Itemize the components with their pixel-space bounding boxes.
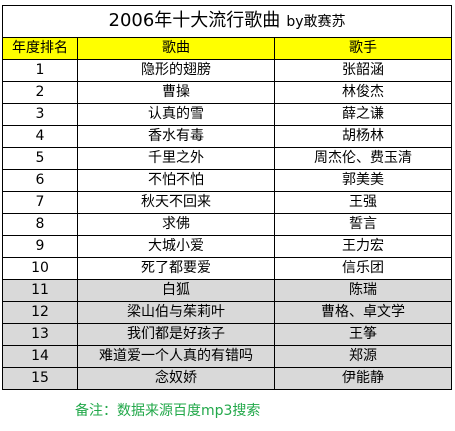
song-cell[interactable]: 白狐 [77, 279, 275, 302]
rank-cell[interactable]: 4 [2, 125, 78, 148]
rank-cell[interactable]: 8 [2, 213, 78, 236]
rank-cell[interactable]: 7 [2, 191, 78, 214]
table-row: 10 死了都要爱 信乐团 [2, 257, 452, 280]
song-cell[interactable]: 认真的雪 [77, 103, 275, 126]
source-note: 备注：数据来源百度mp3搜索 [75, 403, 261, 419]
artist-cell[interactable]: 王力宏 [274, 235, 452, 258]
rank-cell[interactable]: 2 [2, 81, 78, 104]
table-row: 4 香水有毒 胡杨林 [2, 125, 452, 148]
table-row: 2 曹操 林俊杰 [2, 81, 452, 104]
artist-cell[interactable]: 王筝 [274, 323, 452, 346]
table-row: 5 千里之外 周杰伦、费玉清 [2, 147, 452, 170]
header-row: 年度排名 歌曲 歌手 [2, 37, 452, 60]
artist-cell[interactable]: 郭美美 [274, 169, 452, 192]
song-cell[interactable]: 死了都要爱 [77, 257, 275, 280]
table-row: 6 不怕不怕 郭美美 [2, 169, 452, 192]
rank-cell[interactable]: 3 [2, 103, 78, 126]
song-cell[interactable]: 不怕不怕 [77, 169, 275, 192]
header-rank[interactable]: 年度排名 [2, 37, 78, 60]
artist-cell[interactable]: 周杰伦、费玉清 [274, 147, 452, 170]
song-cell[interactable]: 我们都是好孩子 [77, 323, 275, 346]
song-cell[interactable]: 秋天不回来 [77, 191, 275, 214]
rank-cell[interactable]: 13 [2, 323, 78, 346]
song-cell[interactable]: 难道爱一个人真的有错吗 [77, 345, 275, 368]
table-row: 13 我们都是好孩子 王筝 [2, 323, 452, 346]
table-row: 3 认真的雪 薛之谦 [2, 103, 452, 126]
artist-cell[interactable]: 张韶涵 [274, 59, 452, 82]
spreadsheet: 2006年十大流行歌曲 by敢赛苏 年度排名 歌曲 歌手 1 隐形的翅膀 张韶涵 … [2, 5, 452, 390]
artist-cell[interactable]: 王强 [274, 191, 452, 214]
rank-cell[interactable]: 12 [2, 301, 78, 324]
song-ranking-table: 2006年十大流行歌曲 by敢赛苏 年度排名 歌曲 歌手 1 隐形的翅膀 张韶涵 … [2, 5, 452, 390]
table-row: 11 白狐 陈瑞 [2, 279, 452, 302]
artist-cell[interactable]: 薛之谦 [274, 103, 452, 126]
artist-cell[interactable]: 郑源 [274, 345, 452, 368]
artist-cell[interactable]: 信乐团 [274, 257, 452, 280]
rank-cell[interactable]: 15 [2, 367, 78, 390]
song-cell[interactable]: 隐形的翅膀 [77, 59, 275, 82]
song-cell[interactable]: 曹操 [77, 81, 275, 104]
header-artist[interactable]: 歌手 [274, 37, 452, 60]
song-cell[interactable]: 梁山伯与茱莉叶 [77, 301, 275, 324]
artist-cell[interactable]: 胡杨林 [274, 125, 452, 148]
artist-cell[interactable]: 林俊杰 [274, 81, 452, 104]
table-title: 2006年十大流行歌曲 [108, 10, 281, 31]
title-cell[interactable]: 2006年十大流行歌曲 by敢赛苏 [2, 5, 452, 38]
rank-cell[interactable]: 5 [2, 147, 78, 170]
song-cell[interactable]: 求佛 [77, 213, 275, 236]
table-row: 9 大城小爱 王力宏 [2, 235, 452, 258]
title-row: 2006年十大流行歌曲 by敢赛苏 [2, 5, 452, 38]
table-row: 8 求佛 誓言 [2, 213, 452, 236]
artist-cell[interactable]: 陈瑞 [274, 279, 452, 302]
artist-cell[interactable]: 伊能静 [274, 367, 452, 390]
song-cell[interactable]: 香水有毒 [77, 125, 275, 148]
rank-cell[interactable]: 9 [2, 235, 78, 258]
song-cell[interactable]: 大城小爱 [77, 235, 275, 258]
rank-cell[interactable]: 1 [2, 59, 78, 82]
table-row: 7 秋天不回来 王强 [2, 191, 452, 214]
rank-cell[interactable]: 6 [2, 169, 78, 192]
table-row: 14 难道爱一个人真的有错吗 郑源 [2, 345, 452, 368]
song-cell[interactable]: 千里之外 [77, 147, 275, 170]
rank-cell[interactable]: 10 [2, 257, 78, 280]
rank-cell[interactable]: 11 [2, 279, 78, 302]
table-row: 12 梁山伯与茱莉叶 曹格、卓文学 [2, 301, 452, 324]
table-row: 1 隐形的翅膀 张韶涵 [2, 59, 452, 82]
table-author: by敢赛苏 [286, 14, 346, 30]
artist-cell[interactable]: 曹格、卓文学 [274, 301, 452, 324]
rank-cell[interactable]: 14 [2, 345, 78, 368]
header-song[interactable]: 歌曲 [77, 37, 275, 60]
table-row: 15 念奴娇 伊能静 [2, 367, 452, 390]
artist-cell[interactable]: 誓言 [274, 213, 452, 236]
song-cell[interactable]: 念奴娇 [77, 367, 275, 390]
